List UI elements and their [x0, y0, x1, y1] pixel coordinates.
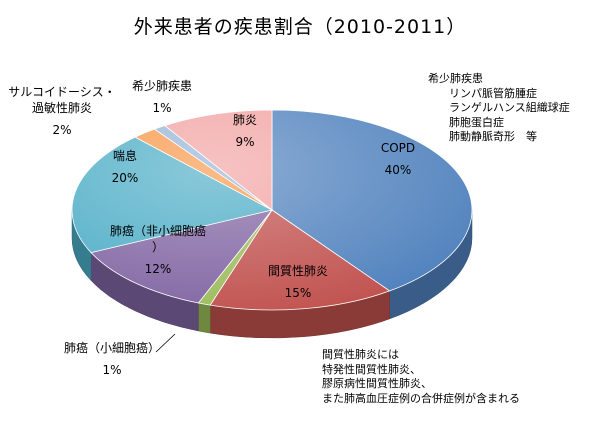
slice-value-0: 40%: [385, 163, 412, 177]
slice-value-6: 1%: [152, 101, 171, 115]
slice-label-6: 希少肺疾患: [132, 78, 192, 93]
pie-shine: [72, 110, 472, 310]
slice-label-1: 間質性肺炎: [268, 263, 328, 278]
slice-label-7: 肺炎: [233, 113, 257, 127]
slice-label-4: 喘息: [113, 148, 137, 163]
slice-value-1: 15%: [285, 286, 312, 300]
slice-value-4: 20%: [112, 171, 139, 185]
slice-label-0: COPD: [381, 141, 415, 155]
slice-value-7: 9%: [235, 135, 254, 149]
chart-title: 外来患者の疾患割合（2010-2011）: [133, 16, 467, 38]
leader-line-2: [155, 333, 176, 353]
slice-value-2: 1%: [102, 363, 121, 377]
slice-label-3: 肺癌（非小細胞癌）: [110, 223, 206, 254]
annotation-rare-diseases: 希少肺疾患 リンパ脈管筋腫症 ランゲルハンス組織球症 肺胞蛋白症 肺動静脈奇形 …: [428, 72, 570, 143]
pie-side-2: [198, 302, 211, 334]
slice-label-2: 肺癌（小細胞癌）: [64, 340, 160, 355]
slice-value-3: 12%: [145, 262, 172, 276]
annotation-interstitial-pneumonia: 間質性肺炎には 特発性間質性肺炎、 膠原病性間質性肺炎、 また肺高血圧症例の合併…: [322, 348, 520, 405]
slice-label-5: サルコイドーシス・過敏性肺炎: [8, 85, 116, 115]
slice-value-5: 2%: [52, 123, 71, 137]
